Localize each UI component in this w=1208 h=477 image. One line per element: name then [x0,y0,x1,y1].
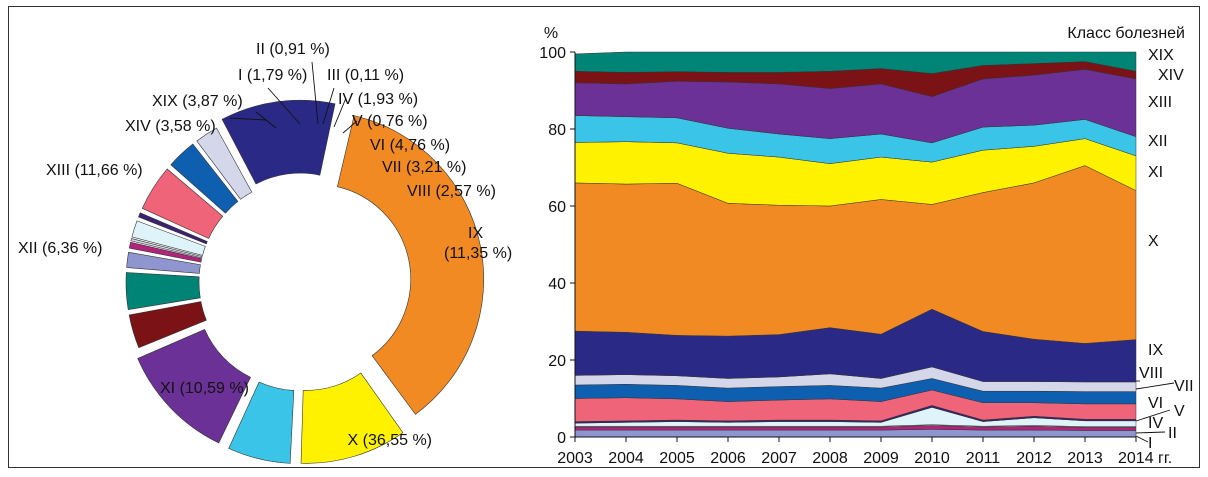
series-label-ii: II [1168,425,1177,442]
donut-leader-line [229,117,267,121]
donut-leader-line [342,120,358,134]
series-label-leader [1135,431,1166,434]
area-series-i [574,429,1137,438]
donut-chart: I (1,79 %) II (0,91 %) III (0,11 %) IV (1,9… [18,41,512,464]
y-tick-label: 100 [539,45,566,62]
y-axis-label: % [544,25,558,42]
x-tick-label: 2004 [608,450,644,467]
series-label-xi: XI [1148,164,1163,181]
donut-slice-vi [141,168,224,239]
series-label-i: I [1148,435,1152,452]
series-label-ix: IX [1148,342,1163,359]
donut-label-iv: IV (1,93 %) [338,91,418,108]
series-label-vi: VI [1148,395,1163,412]
legend-title: Класс болезней [1067,25,1185,42]
donut-label-v: V (0,76 %) [352,113,428,130]
donut-label-i: I (1,79 %) [238,67,307,84]
donut-label-xi: XI (10,59 %) [160,380,249,397]
donut-label-xix: XIX (3,87 %) [152,93,243,110]
series-label-viii: VIII [1139,365,1163,382]
x-tick-label: 2011 [966,450,1001,467]
donut-slice-ii [128,241,203,263]
x-tick-label: 2009 [863,450,899,467]
donut-label-ii: II (0,91 %) [256,41,330,58]
donut-slice-xi [300,372,404,464]
y-tick-label: 40 [548,276,566,293]
y-tick-label: 20 [548,353,566,370]
donut-slice-i [126,251,201,274]
donut-label-viii: VIII (2,57 %) [407,183,496,200]
donut-slice-iii [130,238,203,259]
donut-label-vi: VI (4,76 %) [370,137,450,154]
y-tick-label: 80 [548,122,566,139]
donut-label-x: X (36,55 %) [348,432,432,449]
x-tick-label: 2003 [557,450,593,467]
donut-label-xiv: XIV (3,58 %) [125,118,216,135]
donut-leader-line [322,87,335,125]
series-label-iv: IV [1148,415,1163,432]
donut-leader-line [333,97,347,128]
series-label-xiv: XIV [1158,67,1184,84]
donut-slice-ix [221,99,336,185]
series-label-xiii: XIII [1148,94,1172,111]
stacked-area-chart: 0 20 40 60 80 100% 2003 2004 2005 2006 2007 2008 200… [539,25,1193,467]
x-tick-label: 2006 [710,450,746,467]
donut-slice-xix [125,272,201,311]
donut-slice-x [337,115,484,415]
area-series-xix [574,51,1137,74]
y-tick-label: 60 [548,199,566,216]
series-label-xix: XIX [1148,47,1174,64]
series-label-leader [1135,435,1149,443]
donut-slice-viii [196,127,253,200]
x-tick-label: 2012 [1016,450,1052,467]
series-label-x: X [1148,233,1159,250]
x-tick-label: 2008 [812,450,848,467]
y-tick-label: 0 [557,430,566,447]
series-label-xii: XII [1148,133,1168,150]
donut-label-vii: VII (3,21 %) [382,159,466,176]
donut-label-ix: IX (11,35 %) [444,225,512,262]
donut-slice-xii [228,381,295,464]
donut-slice-xiii [137,329,251,444]
x-tick-label: 2014 гг. [1118,450,1172,467]
donut-slice-iv [131,220,206,256]
series-label-leader [1135,382,1175,390]
donut-leader-line [267,87,301,125]
donut-label-iii: III (0,11 %) [327,67,404,84]
donut-slice-xiv [128,301,207,349]
series-label-vii: VII [1174,378,1194,395]
x-tick-label: 2013 [1067,450,1103,467]
donut-slice-v [138,212,208,245]
donut-leader-line [311,61,319,125]
x-tick-label: 2005 [659,450,695,467]
series-label-leader [1135,409,1171,422]
series-label-v: V [1174,403,1185,420]
donut-label-xiii: XIII (11,66 %) [46,162,143,179]
donut-label-xii: XII (6,36 %) [18,240,102,257]
x-tick-label: 2010 [914,450,950,467]
x-tick-label: 2007 [761,450,797,467]
figure-frame [8,6,1200,468]
donut-slice-vii [170,143,239,214]
